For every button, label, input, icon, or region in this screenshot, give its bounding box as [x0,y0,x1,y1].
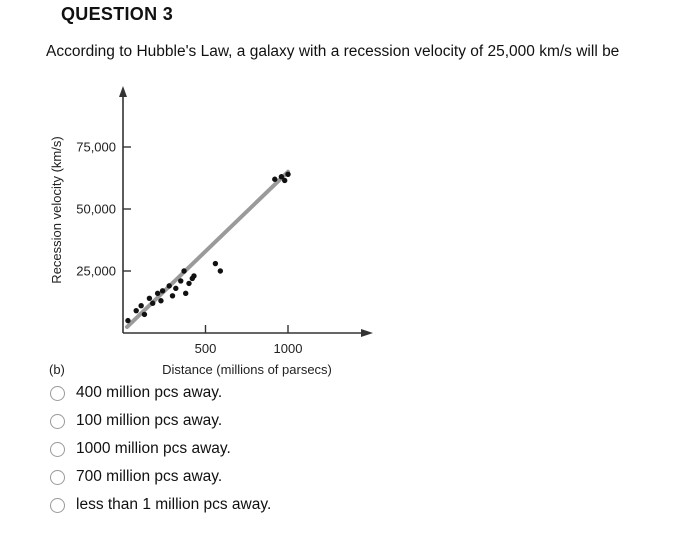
chart-y-axis-label: Recession velocity (km/s) [49,136,64,283]
data-point [154,290,161,297]
data-point [159,288,166,294]
data-point [186,280,192,287]
x-tick-label: 500 [195,341,217,356]
option-less-than-1-million[interactable]: less than 1 million pcs away. [50,494,271,516]
data-point [166,283,172,289]
chart-axes [119,86,373,337]
chart-ticks: 25,000 50,000 75,000 500 1000 [76,140,302,357]
data-point [282,177,288,184]
option-700-million[interactable]: 700 million pcs away. [50,466,222,488]
option-400-million[interactable]: 400 million pcs away. [50,382,222,404]
radio-button[interactable] [50,497,65,513]
data-point [191,273,197,279]
y-tick-label: 75,000 [76,140,116,155]
data-point [141,311,148,318]
y-axis-arrow [119,86,127,97]
y-tick-label: 50,000 [76,202,116,217]
data-point [150,300,156,306]
data-point [278,174,285,180]
data-point [212,260,219,267]
radio-button[interactable] [50,413,65,429]
y-tick-label: 25,000 [76,264,116,279]
data-point [181,268,187,274]
chart-x-axis-label: Distance (millions of parsecs) [162,362,332,377]
option-label: 1000 million pcs away. [76,440,231,457]
option-100-million[interactable]: 100 million pcs away. [50,410,222,432]
radio-button[interactable] [50,441,65,457]
question-text: According to Hubble's Law, a galaxy with… [46,43,620,60]
data-point [173,285,179,292]
data-point [138,303,144,309]
radio-button[interactable] [50,469,65,485]
option-label: less than 1 million pcs away. [76,496,272,513]
data-point [158,298,164,304]
data-point [272,176,278,182]
data-point [169,293,176,299]
data-point [183,290,189,297]
option-label: 100 million pcs away. [76,412,223,429]
data-point [217,268,224,274]
data-point [125,317,131,324]
x-axis-arrow [361,329,373,337]
chart-points [125,171,291,324]
option-label: 700 million pcs away. [76,468,223,485]
data-point [146,295,153,301]
radio-button[interactable] [50,385,65,401]
option-1000-million[interactable]: 1000 million pcs away. [50,438,231,460]
figure-panel-label: (b) [49,362,65,377]
data-point [285,171,291,177]
data-point [133,307,139,314]
question-title: QUESTION 3 [61,4,174,24]
data-point [178,278,184,284]
option-label: 400 million pcs away. [76,384,223,401]
x-tick-label: 1000 [274,341,303,356]
